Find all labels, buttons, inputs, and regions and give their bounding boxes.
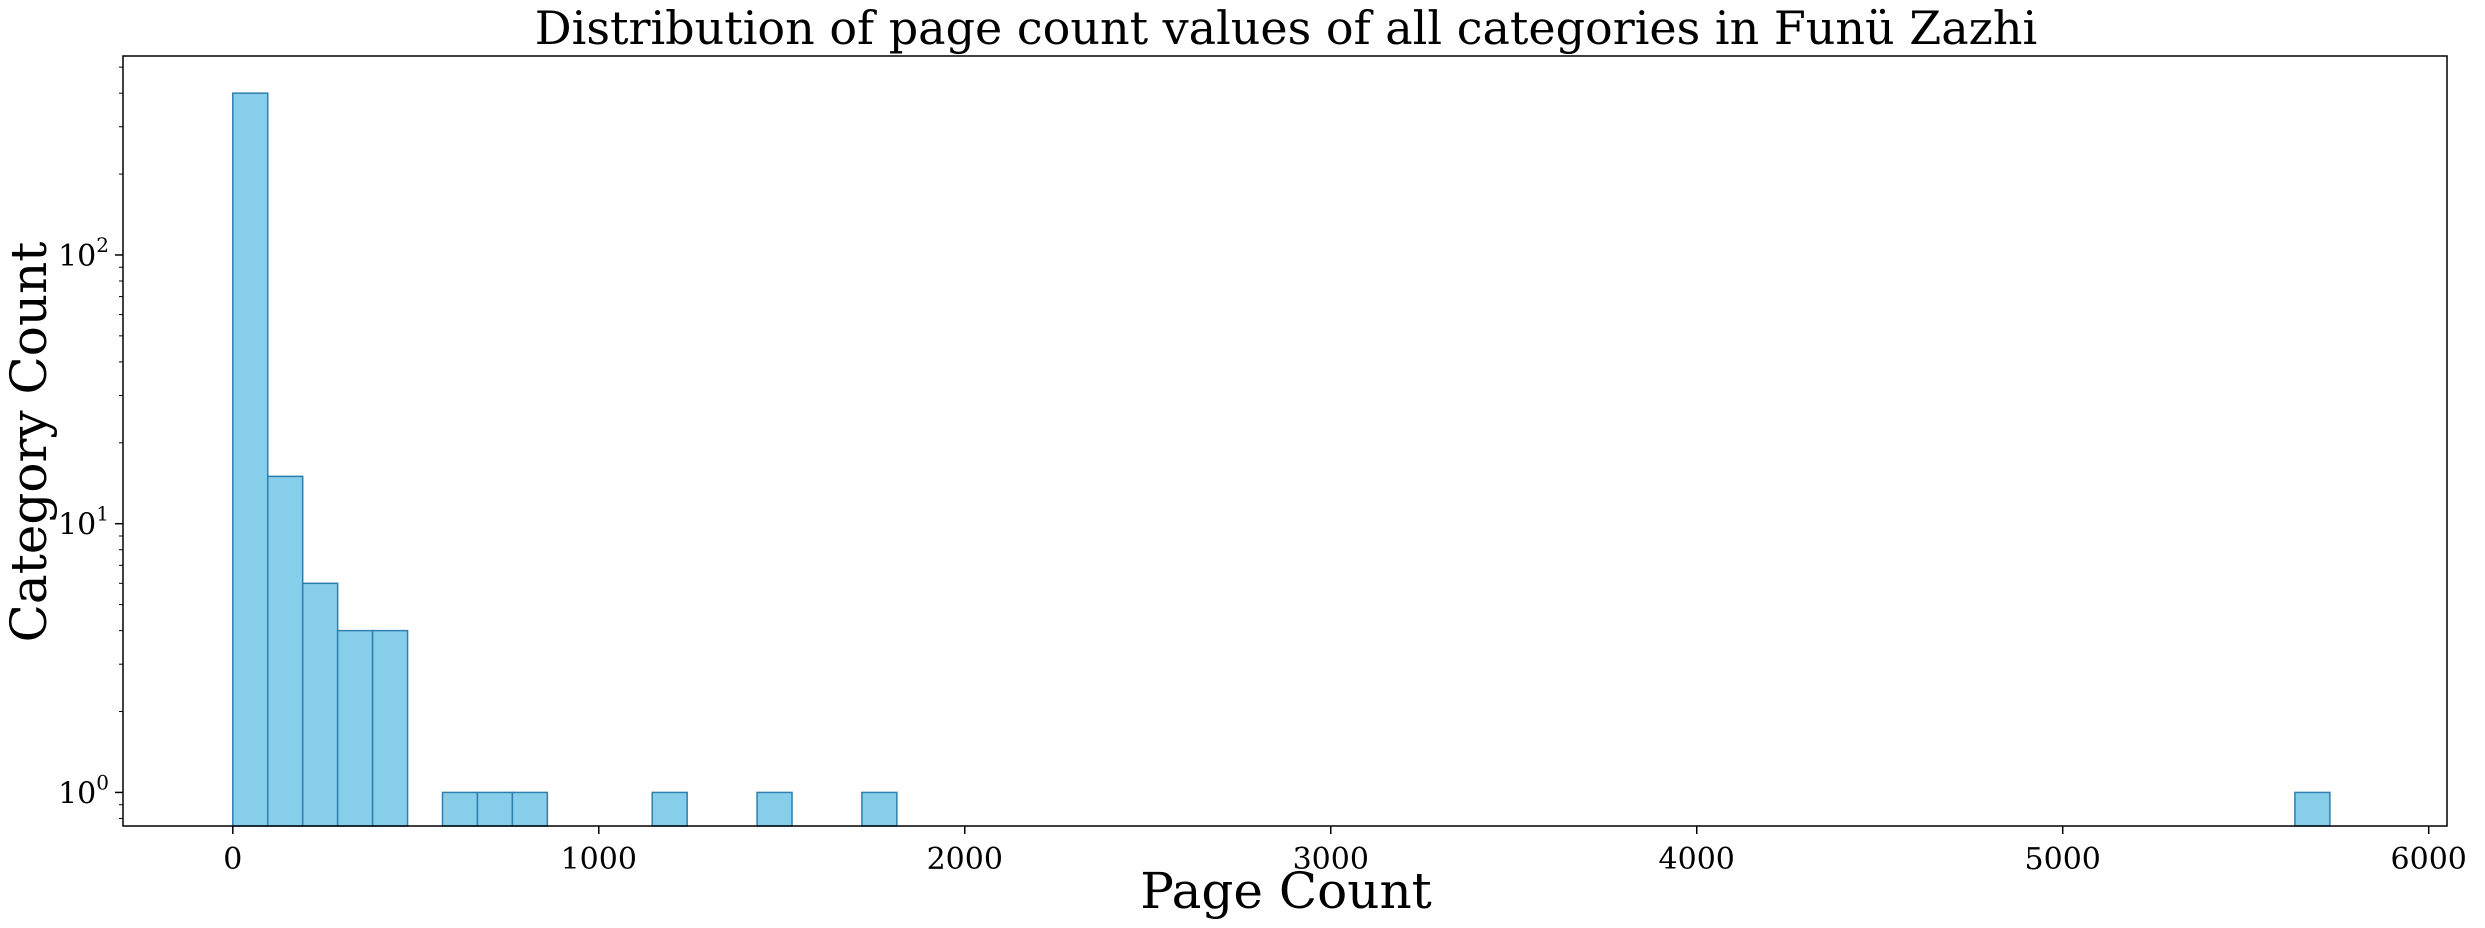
y-axis-label: Category Count: [0, 242, 58, 643]
histogram-bar: [266, 475, 304, 827]
y-tick-label-base: 10: [58, 239, 96, 274]
y-tick-label-exponent: 2: [96, 233, 109, 257]
histogram-bar: [476, 791, 514, 827]
x-tick-label: 2000: [927, 842, 1003, 877]
y-tick-label-base: 10: [58, 776, 96, 811]
plot-frame: [122, 55, 2448, 827]
y-tick-label-exponent: 1: [96, 502, 109, 526]
y-tick-label: 102: [58, 233, 109, 274]
x-tick-label: 5000: [2025, 842, 2101, 877]
x-tick-label: 1000: [561, 842, 637, 877]
histogram-bar: [861, 791, 898, 827]
histogram-bar: [441, 791, 479, 827]
x-tick-label: 3000: [1293, 842, 1369, 877]
y-tick-label: 100: [58, 770, 109, 811]
x-axis-ticks: 0 1000 2000 3000 4000 5000 6000: [223, 826, 2467, 877]
x-tick-label: 6000: [2391, 842, 2467, 877]
histogram-bar: [756, 791, 793, 827]
histogram-bar: [336, 629, 374, 827]
histogram-bar: [301, 582, 339, 827]
histogram-bar: [651, 791, 688, 827]
x-tick-label: 0: [223, 842, 242, 877]
y-tick-label-exponent: 0: [96, 770, 109, 794]
histogram-bar: [232, 92, 269, 827]
x-tick-label: 4000: [1659, 842, 1735, 877]
histogram-bar: [511, 791, 549, 827]
y-tick-label: 101: [58, 502, 109, 543]
histogram-bar: [2294, 791, 2331, 827]
y-tick-label-base: 10: [58, 508, 96, 543]
chart-title: Distribution of page count values of all…: [535, 1, 2037, 55]
histogram-bar: [371, 629, 409, 827]
x-axis-label: Page Count: [1140, 862, 1432, 920]
histogram-bars: [232, 92, 2331, 827]
